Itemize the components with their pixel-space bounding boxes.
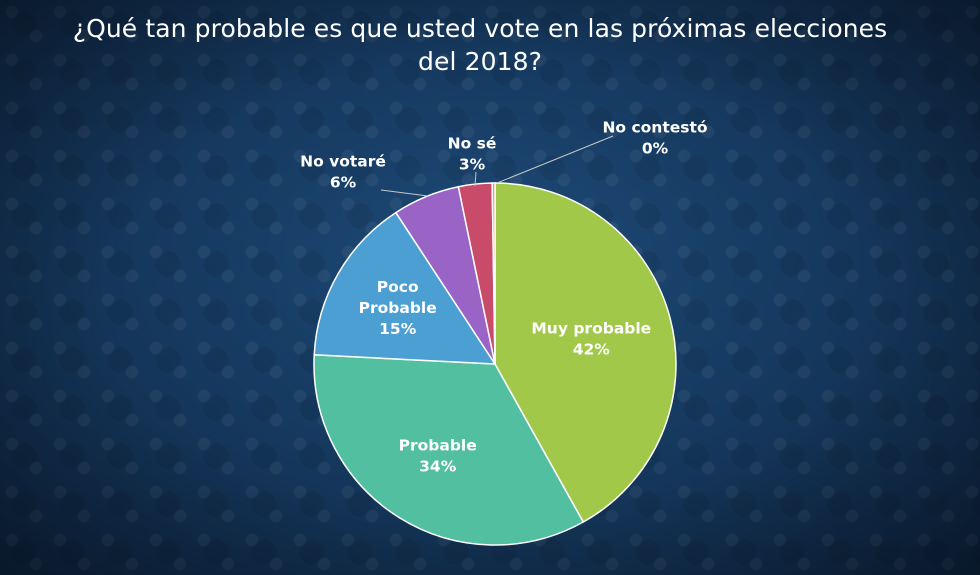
pie-slice-muy-probable bbox=[494, 182, 677, 524]
leader-line-no-contesto bbox=[496, 135, 614, 184]
chart-title: ¿Qué tan probable es que usted vote en l… bbox=[40, 12, 920, 78]
pie-slice-no-contesto bbox=[491, 182, 496, 365]
data-label-probable: Probable 34% bbox=[399, 437, 477, 476]
leader-line-no-se bbox=[474, 171, 477, 187]
data-label-no-se: No sé 3% bbox=[448, 135, 497, 174]
data-label-muy-probable: Muy probable 42% bbox=[531, 319, 651, 358]
pie-slice-poco-probable bbox=[313, 211, 497, 365]
leader-line-no-votare bbox=[380, 189, 429, 197]
data-label-poco-probable: Poco Probable 15% bbox=[359, 278, 437, 338]
pie-slice-probable bbox=[313, 354, 585, 546]
data-label-no-votare: No votaré 6% bbox=[300, 153, 386, 192]
data-label-no-contesto: No contestó 0% bbox=[602, 119, 707, 158]
chart-title-line-2: del 2018? bbox=[418, 47, 542, 76]
chart-title-line-1: ¿Qué tan probable es que usted vote en l… bbox=[72, 14, 888, 43]
